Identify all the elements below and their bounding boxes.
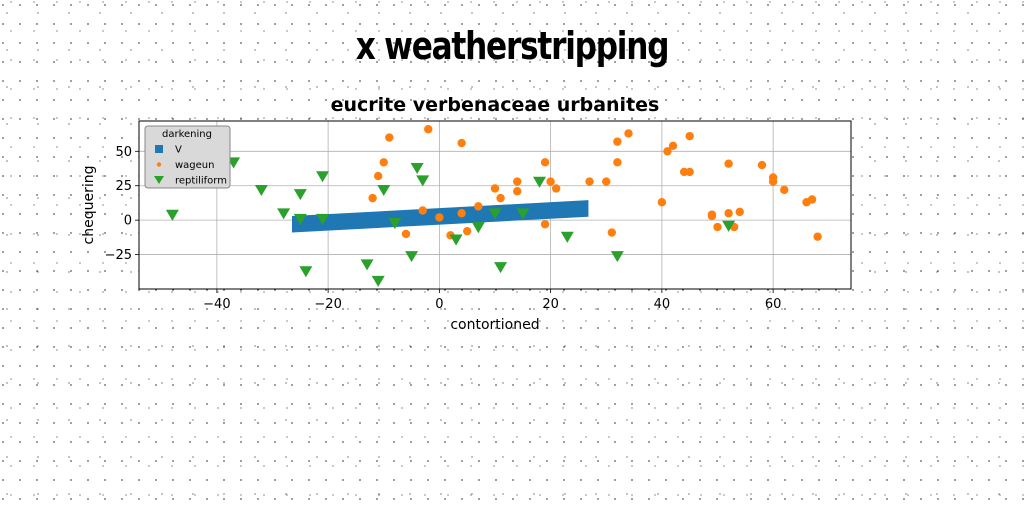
point-wageun: [540, 158, 550, 167]
point-wageun: [490, 184, 500, 193]
point-reptiliform: [388, 218, 402, 230]
x-tick-label: −40: [203, 297, 230, 312]
point-wageun: [462, 226, 472, 236]
point-reptiliform: [316, 213, 330, 225]
point-wageun: [813, 232, 822, 241]
point-wageun: [418, 206, 427, 215]
point-reptiliform: [471, 222, 485, 234]
point-wageun: [496, 193, 505, 203]
point-wageun: [780, 185, 789, 195]
point-wageun: [602, 177, 611, 186]
point-reptiliform: [560, 231, 574, 243]
x-tick-label: −20: [314, 297, 341, 312]
point-wageun: [607, 228, 617, 237]
y-axis-label: chequering: [81, 166, 97, 245]
point-wageun: [685, 167, 694, 177]
point-wageun: [540, 220, 550, 229]
x-tick-label: 60: [765, 297, 782, 312]
legend-marker-wageun: [156, 162, 162, 167]
point-reptiliform: [722, 220, 736, 232]
axis-ticks: −40 −20 0 20 40 60 −25 0 25 50: [105, 145, 782, 312]
plot-data: [165, 125, 822, 287]
point-wageun: [373, 171, 383, 181]
grid: [139, 121, 851, 289]
point-wageun: [663, 147, 672, 156]
point-wageun: [685, 131, 694, 141]
point-wageun: [513, 177, 522, 186]
axes-title: eucrite verbenaceae urbanites: [331, 94, 660, 116]
point-reptiliform: [299, 266, 313, 278]
point-wageun: [474, 202, 483, 211]
point-reptiliform: [254, 184, 268, 197]
point-wageun: [435, 213, 444, 222]
legend-title: darkening: [162, 129, 212, 140]
point-wageun: [368, 193, 377, 203]
point-wageun: [613, 158, 622, 167]
point-wageun: [513, 187, 522, 196]
point-wageun: [379, 158, 388, 167]
x-axis-label: contortioned: [450, 317, 539, 333]
point-reptiliform: [533, 176, 546, 188]
y-tick-label: 0: [124, 214, 132, 229]
point-wageun: [657, 198, 667, 207]
point-reptiliform: [610, 251, 624, 263]
point-wageun: [724, 209, 733, 218]
point-wageun: [385, 133, 394, 142]
point-wageun: [768, 177, 778, 186]
point-reptiliform: [405, 251, 419, 263]
point-reptiliform: [516, 208, 530, 220]
figure-suptitle: x weatherstripping: [355, 24, 670, 68]
point-reptiliform: [488, 208, 502, 220]
point-reptiliform: [449, 234, 463, 246]
axes-background: [139, 121, 851, 289]
point-reptiliform: [165, 209, 179, 221]
point-reptiliform: [293, 189, 307, 201]
point-reptiliform: [277, 208, 291, 220]
x-tick-label: 0: [435, 297, 443, 312]
point-reptiliform: [371, 275, 385, 287]
legend-marker-V: [155, 145, 163, 153]
point-wageun: [546, 177, 555, 186]
axes-frame: [138, 120, 852, 290]
point-reptiliform: [293, 213, 307, 225]
legend-label-V: V: [175, 145, 182, 156]
point-wageun: [724, 159, 733, 168]
point-wageun: [735, 207, 744, 217]
point-wageun: [624, 129, 633, 138]
point-wageun: [757, 160, 767, 170]
legend-label-wageun: wageun: [175, 160, 214, 171]
point-wageun: [401, 229, 411, 239]
y-tick-label: −25: [105, 248, 132, 263]
point-reptiliform: [316, 171, 330, 183]
point-wageun: [807, 195, 817, 204]
x-tick-label: 40: [654, 297, 671, 312]
point-wageun: [457, 209, 466, 218]
legend-label-reptiliform: reptiliform: [175, 176, 227, 187]
point-reptiliform: [410, 162, 424, 174]
point-reptiliform: [377, 184, 391, 197]
point-wageun: [457, 138, 466, 148]
point-reptiliform: [494, 262, 508, 274]
point-wageun: [707, 211, 717, 221]
point-wageun: [424, 125, 433, 134]
y-tick-label: 50: [115, 145, 132, 160]
point-reptiliform: [416, 175, 430, 187]
point-wageun: [713, 222, 722, 232]
point-wageun: [585, 177, 594, 186]
point-wageun: [551, 184, 561, 193]
x-tick-label: 20: [542, 297, 559, 312]
legend-box: [144, 125, 231, 189]
legend-marker-reptiliform: [154, 176, 164, 184]
point-reptiliform: [360, 259, 374, 271]
point-wageun: [668, 141, 678, 150]
y-tick-label: 25: [115, 179, 132, 194]
point-wageun: [613, 137, 622, 146]
